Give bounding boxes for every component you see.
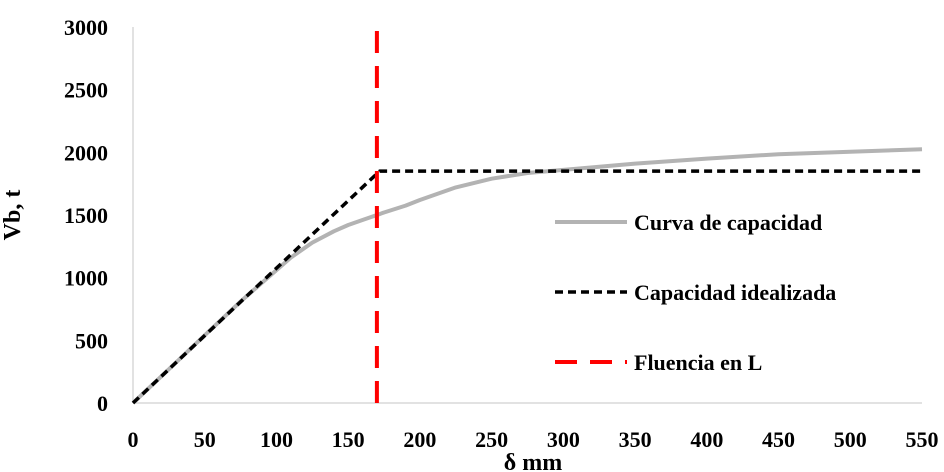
y-tick-label: 0: [97, 391, 108, 416]
tick-labels: 0 50 100 150 200 250 300 350 400 450 500 550 0 500 100…: [64, 15, 939, 452]
x-tick-label: 500: [834, 427, 867, 452]
x-tick-label: 250: [475, 427, 508, 452]
series-lines: [131, 27, 923, 405]
y-axis-title: Vb, t: [0, 190, 26, 241]
x-tick-label: 450: [762, 427, 795, 452]
y-tick-label: 500: [75, 328, 108, 353]
y-tick-label: 2500: [64, 78, 108, 103]
x-tick-label: 550: [906, 427, 939, 452]
y-tick-label: 2000: [64, 140, 108, 165]
axes: [132, 27, 922, 404]
x-tick-label: 100: [260, 427, 293, 452]
x-tick-label: 300: [547, 427, 580, 452]
y-tick-label: 1000: [64, 266, 108, 291]
x-tick-label: 400: [690, 427, 723, 452]
legend: Curva de capacidad Capacidad idealizada Fl…: [555, 210, 836, 375]
series-line-0: [131, 147, 923, 405]
x-tick-label: 50: [194, 427, 216, 452]
legend-label: Fluencia en L: [634, 350, 762, 375]
x-tick-label: 150: [332, 427, 365, 452]
y-tick-label: 1500: [64, 203, 108, 228]
legend-label: Capacidad idealizada: [634, 280, 836, 305]
x-tick-label: 0: [128, 427, 139, 452]
y-tick-label: 3000: [64, 15, 108, 40]
legend-label: Curva de capacidad: [634, 210, 822, 235]
x-axis-title: δ mm: [504, 450, 562, 472]
x-tick-label: 350: [619, 427, 652, 452]
series-line-1: [131, 169, 922, 405]
x-tick-label: 200: [403, 427, 436, 452]
